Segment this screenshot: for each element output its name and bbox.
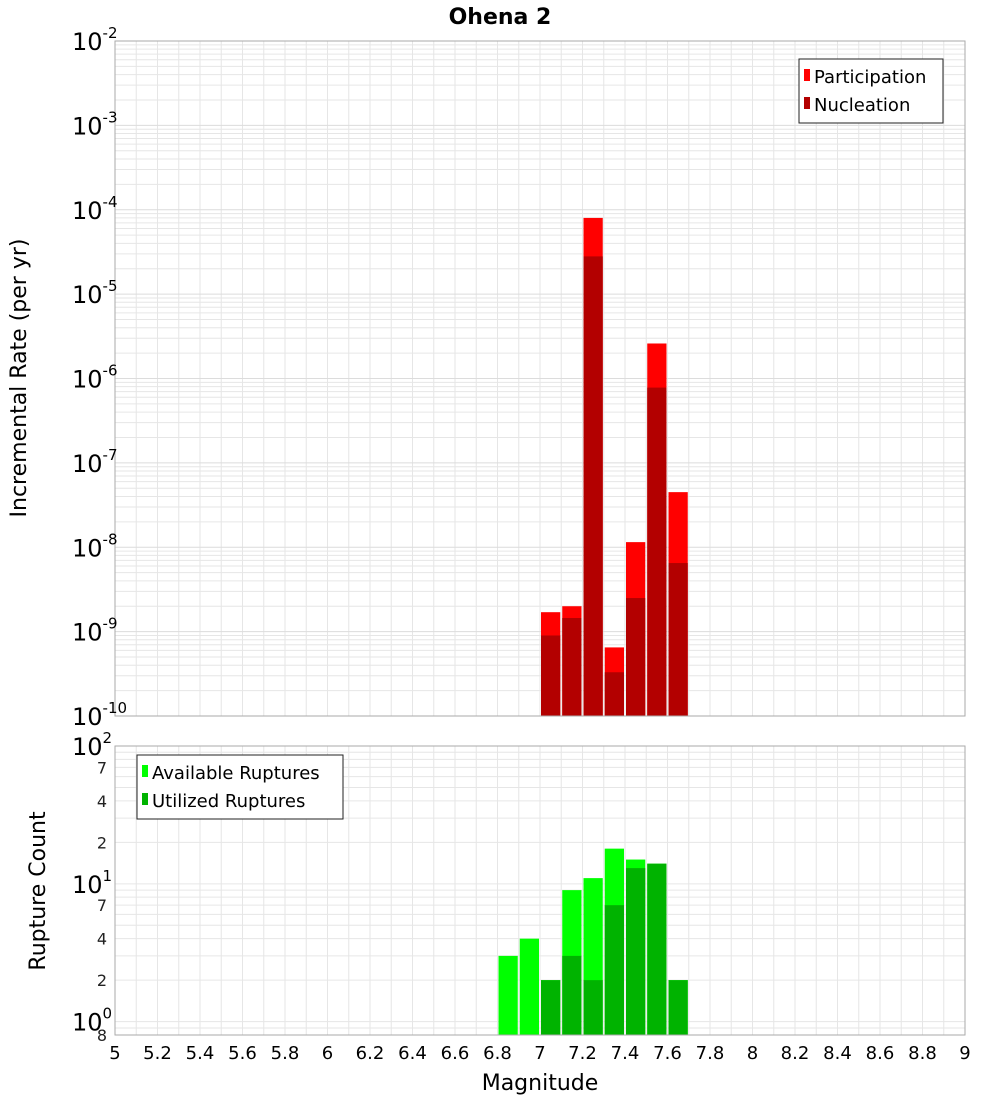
y-tick-label: 10-6: [72, 362, 118, 394]
legend-box: [136, 754, 344, 820]
rate-bars: [541, 217, 688, 716]
x-ticks: 5 5.2 5.4 5.6 5.8 6 6.2 6.4 6.6 6.8 7 7.2 7.4 7.6 7.8 8…: [109, 1043, 970, 1064]
y-minor-tick-label: 7: [97, 758, 107, 777]
rate-panel: 10-10 10-9 10-8 10-7 10-6 10-5 10-4 10-3 10-2 Pa…: [72, 24, 966, 731]
legend-label-participation: Participation: [814, 67, 926, 88]
y-tick-label: 102: [72, 729, 112, 761]
y-minor-tick-label: 7: [97, 896, 107, 915]
bar-utilized-ruptures: [562, 955, 582, 1035]
bar-nucleation: [668, 563, 688, 716]
bar-utilized-ruptures: [583, 980, 603, 1035]
y-tick-label: 10-5: [72, 277, 118, 309]
rate-grid: [114, 41, 966, 717]
legend-swatch-utilized-ruptures: [142, 793, 148, 805]
count-legend: Available Ruptures Utilized Ruptures: [136, 754, 344, 820]
bar-utilized-ruptures: [626, 868, 646, 1035]
y-tick-label: 10-10: [72, 699, 127, 731]
y-minor-tick-label: 4: [97, 930, 107, 949]
bar-available-ruptures: [519, 938, 539, 1035]
x-tick-label: 6.2: [356, 1043, 385, 1064]
bar-nucleation: [541, 635, 561, 716]
x-tick-label: 8.2: [781, 1043, 810, 1064]
rate-y-axis-label: Incremental Rate (per yr): [7, 239, 32, 518]
x-tick-label: 7.8: [696, 1043, 725, 1064]
y-tick-label: 10-8: [72, 530, 118, 562]
y-tick-label: 101: [72, 867, 112, 899]
rate-legend: Participation Nucleation: [798, 58, 944, 124]
bar-nucleation: [583, 256, 603, 716]
rate-plot-border: [114, 40, 966, 717]
x-tick-label: 5: [109, 1043, 120, 1064]
legend-swatch-available-ruptures: [142, 765, 148, 777]
bar-utilized-ruptures: [604, 905, 624, 1035]
y-tick-label: 10-7: [72, 446, 118, 478]
chart-title: Ohena 2: [449, 5, 552, 30]
x-tick-label: 8: [747, 1043, 758, 1064]
x-tick-label: 5.8: [271, 1043, 300, 1064]
legend-label-nucleation: Nucleation: [814, 95, 910, 116]
bar-available-ruptures: [498, 955, 518, 1035]
bar-utilized-ruptures: [541, 980, 561, 1035]
count-plot-border: [114, 745, 966, 1036]
x-tick-label: 5.2: [143, 1043, 172, 1064]
legend-label-utilized-ruptures: Utilized Ruptures: [152, 791, 305, 812]
legend-swatch-participation: [804, 69, 810, 81]
x-tick-label: 6.6: [441, 1043, 470, 1064]
count-y-ticks: 100 101 102 8 2 4 7 2 4 7: [72, 729, 112, 1045]
rate-y-ticks: 10-10 10-9 10-8 10-7 10-6 10-5 10-4 10-3 10-2: [72, 24, 127, 731]
x-tick-label: 6.8: [483, 1043, 512, 1064]
bar-utilized-ruptures: [668, 980, 688, 1035]
y-tick-label: 100: [72, 1005, 112, 1037]
y-tick-label: 10-3: [72, 108, 118, 140]
count-panel: 100 101 102 8 2 4 7 2 4 7 5 5.2 5.4 5.6 5.8 6 6.2 6.4 6.6…: [72, 729, 971, 1064]
bar-nucleation: [626, 598, 646, 716]
x-tick-label: 9: [959, 1043, 970, 1064]
bar-nucleation: [604, 672, 624, 716]
x-tick-label: 7.2: [568, 1043, 597, 1064]
legend-box: [798, 58, 944, 124]
x-tick-label: 7: [534, 1043, 545, 1064]
x-tick-label: 7.4: [611, 1043, 640, 1064]
x-tick-label: 6: [322, 1043, 333, 1064]
x-tick-label: 5.6: [228, 1043, 257, 1064]
legend-swatch-nucleation: [804, 97, 810, 109]
legend-label-available-ruptures: Available Ruptures: [152, 763, 320, 784]
x-tick-label: 8.4: [823, 1043, 852, 1064]
bar-nucleation: [562, 618, 582, 716]
y-minor-tick-label: 2: [97, 833, 107, 852]
y-tick-label: 10-2: [72, 24, 118, 56]
bar-utilized-ruptures: [647, 863, 667, 1035]
y-tick-label: 10-9: [72, 615, 118, 647]
x-tick-label: 8.8: [908, 1043, 937, 1064]
y-minor-tick-label: 8: [97, 1026, 107, 1045]
count-bars: [498, 848, 688, 1035]
x-tick-label: 7.6: [653, 1043, 682, 1064]
count-y-axis-label: Rupture Count: [26, 811, 51, 971]
x-tick-label: 5.4: [186, 1043, 215, 1064]
bar-nucleation: [647, 387, 667, 716]
x-tick-label: 8.6: [866, 1043, 895, 1064]
count-grid: [114, 746, 966, 1036]
y-minor-tick-label: 2: [97, 971, 107, 990]
x-tick-label: 6.4: [398, 1043, 427, 1064]
x-axis-label: Magnitude: [482, 1071, 599, 1096]
y-tick-label: 10-4: [72, 193, 118, 225]
y-minor-tick-label: 4: [97, 792, 107, 811]
